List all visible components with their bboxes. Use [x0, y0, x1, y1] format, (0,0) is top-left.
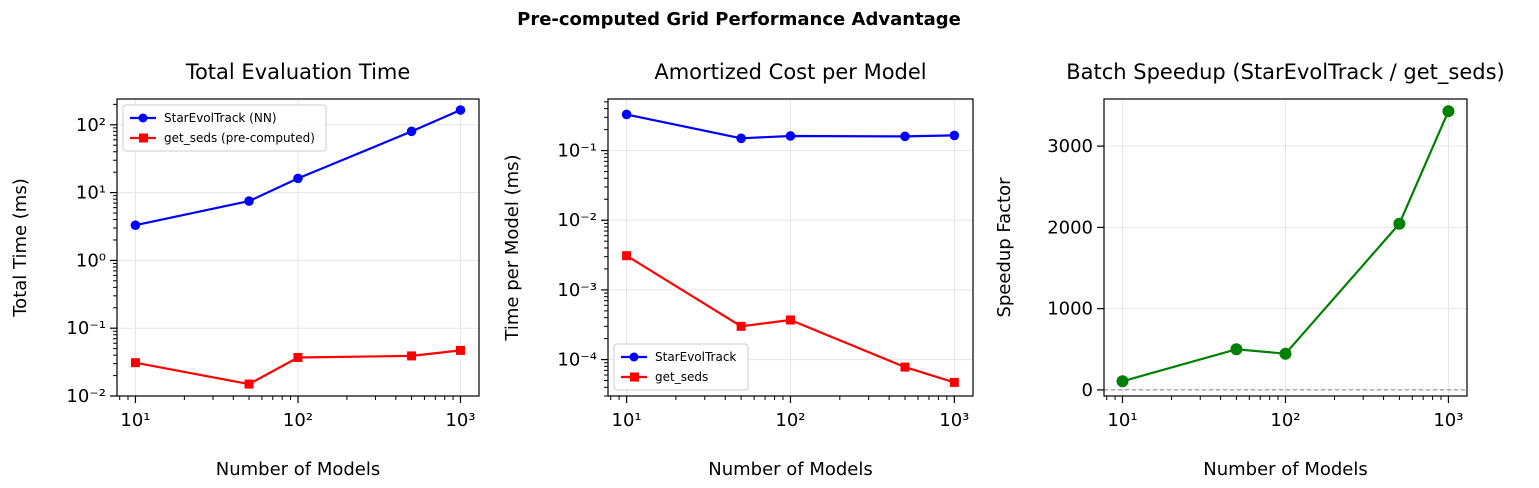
legend-label: get_seds [655, 370, 708, 384]
legend: StarEvolTrack (NN) get_seds (pre-computed… [122, 104, 327, 152]
data-point [949, 377, 959, 387]
x-tick-label: 10³ [1433, 410, 1463, 431]
y-tick-label: 10⁻² [557, 210, 597, 231]
data-point [900, 362, 910, 372]
data-point [130, 358, 140, 368]
data-point [293, 173, 303, 184]
panels: 10¹ 10² 10³ 10⁻² 10⁻¹ 10⁰ 10¹ 10² Total Evaluati… [10, 60, 1505, 480]
y-tick-label: 10⁻¹ [66, 318, 106, 339]
x-tick-label: 10¹ [120, 410, 150, 431]
y-tick-label: 0 [1082, 380, 1093, 401]
y-tick-label: 10¹ [76, 183, 106, 204]
data-point [622, 251, 632, 261]
panel-title: Total Evaluation Time [185, 60, 411, 84]
panel-title: Batch Speedup (StarEvolTrack / get_seds) [1066, 60, 1505, 85]
legend-marker [138, 113, 148, 123]
x-tick-label: 10¹ [612, 410, 642, 431]
x-axis-label: Number of Models [708, 459, 873, 480]
y-tick-label: 10⁻⁴ [557, 350, 597, 371]
panel-title: Amortized Cost per Model [654, 60, 926, 84]
panel-3: 10¹ 10² 10³ 0 1000 2000 3000 Batch Speedup (Sta… [994, 60, 1505, 480]
data-point [293, 352, 303, 362]
data-point [455, 105, 466, 115]
x-tick-label: 10³ [445, 410, 475, 431]
data-point [785, 315, 795, 325]
legend-label: StarEvolTrack [655, 350, 736, 364]
data-point [244, 196, 254, 206]
figure-suptitle: Pre-computed Grid Performance Advantage [517, 9, 961, 30]
x-tick-label: 10² [1270, 410, 1300, 431]
legend-label: get_seds (pre-computed) [164, 131, 315, 145]
panel-2: 10¹ 10² 10³ 10⁻⁴ 10⁻³ 10⁻² 10⁻¹ Amortized Cost … [502, 60, 974, 480]
data-point [130, 220, 141, 231]
y-tick-label: 2000 [1047, 217, 1093, 238]
data-point [736, 321, 746, 331]
x-axis-label: Number of Models [1203, 459, 1368, 480]
y-tick-label: 3000 [1047, 136, 1093, 157]
y-tick-label: 10⁻¹ [557, 141, 597, 162]
data-point [1279, 347, 1292, 360]
data-point [455, 345, 465, 355]
axes-frame [116, 98, 480, 397]
axes-frame [607, 98, 974, 397]
data-point [1393, 217, 1406, 230]
data-point [244, 379, 254, 389]
data-point [1116, 375, 1129, 388]
y-tick-label: 1000 [1047, 299, 1093, 320]
y-axis-label: Speedup Factor [994, 177, 1015, 318]
y-axis-label: Total Time (ms) [10, 178, 31, 318]
legend-marker [630, 372, 639, 382]
data-point [407, 351, 417, 361]
legend-marker [139, 133, 148, 143]
x-axis-label: Number of Models [216, 459, 381, 480]
x-tick-label: 10² [283, 410, 313, 431]
data-point [1230, 343, 1243, 356]
data-point [621, 109, 632, 120]
legend-label: StarEvolTrack (NN) [164, 111, 277, 125]
x-tick-label: 10³ [939, 410, 969, 431]
panel-1: 10¹ 10² 10³ 10⁻² 10⁻¹ 10⁰ 10¹ 10² Total Evaluati… [10, 60, 480, 480]
x-tick-label: 10² [775, 410, 805, 431]
x-tick-label: 10¹ [1107, 410, 1137, 431]
data-point [785, 131, 796, 141]
legend-box [122, 104, 327, 152]
y-tick-label: 10⁻³ [557, 280, 597, 301]
legend-box [613, 343, 749, 391]
legend: StarEvolTrack get_seds [613, 343, 749, 391]
legend-marker [629, 352, 639, 362]
data-point [406, 126, 417, 137]
y-tick-label: 10² [76, 115, 106, 136]
y-tick-label: 10⁻² [66, 386, 106, 407]
axes-frame [1103, 98, 1468, 397]
data-point [900, 131, 910, 142]
data-point [1442, 105, 1455, 118]
data-point [949, 130, 960, 141]
y-axis-label: Time per Model (ms) [502, 154, 523, 341]
data-point [736, 133, 746, 144]
y-tick-label: 10⁰ [76, 250, 106, 271]
